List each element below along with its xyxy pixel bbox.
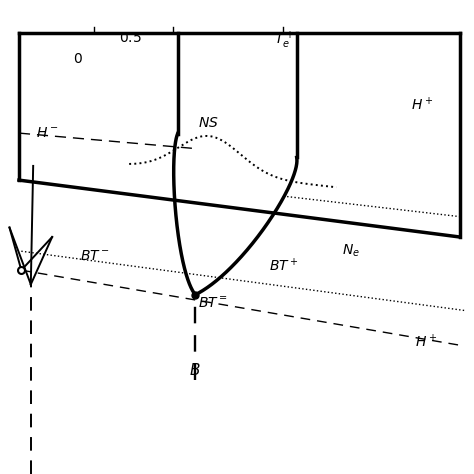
Text: $0$: $0$ (73, 52, 83, 66)
Text: $BT^=$: $BT^=$ (198, 296, 228, 310)
Text: $T_e^+$: $T_e^+$ (274, 30, 294, 51)
Text: $H^+$: $H^+$ (410, 96, 433, 113)
Text: $H^+$: $H^+$ (415, 333, 438, 350)
Text: $BT^-$: $BT^-$ (80, 249, 110, 263)
Text: $0.5$: $0.5$ (119, 31, 142, 45)
Text: $N_e$: $N_e$ (342, 243, 360, 259)
Text: $B$: $B$ (189, 362, 200, 378)
Text: $NS$: $NS$ (198, 116, 219, 130)
Text: $BT^+$: $BT^+$ (270, 257, 299, 274)
Text: $H^-$: $H^-$ (36, 126, 59, 140)
